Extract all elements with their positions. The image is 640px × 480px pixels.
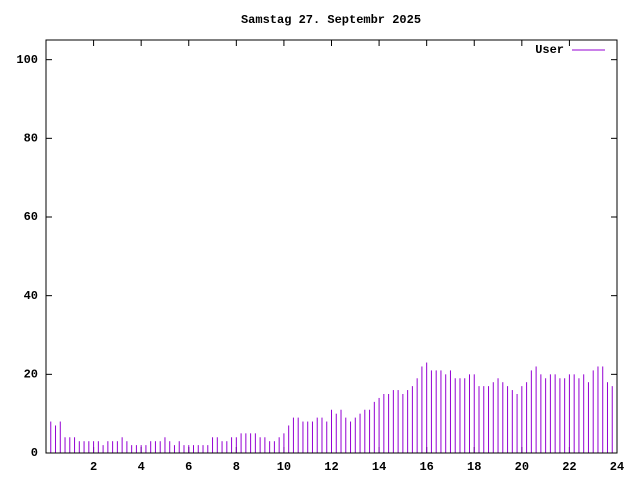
x-tick-label: 16 bbox=[419, 460, 433, 474]
x-tick-label: 20 bbox=[515, 460, 529, 474]
y-tick-label: 80 bbox=[24, 132, 38, 146]
x-tick-label: 18 bbox=[467, 460, 481, 474]
y-tick-label: 100 bbox=[16, 53, 38, 67]
y-tick-label: 20 bbox=[24, 368, 38, 382]
chart-title: Samstag 27. Septembr 2025 bbox=[241, 13, 421, 27]
x-tick-label: 6 bbox=[185, 460, 192, 474]
x-tick-label: 22 bbox=[562, 460, 576, 474]
y-tick-label: 40 bbox=[24, 289, 38, 303]
y-tick-label: 60 bbox=[24, 210, 38, 224]
plot-frame bbox=[45, 39, 618, 454]
x-tick-label: 8 bbox=[233, 460, 240, 474]
x-tick-label: 12 bbox=[324, 460, 338, 474]
x-tick-label: 14 bbox=[372, 460, 386, 474]
x-tick-label: 24 bbox=[610, 460, 624, 474]
y-tick-label: 0 bbox=[31, 446, 38, 460]
x-tick-label: 10 bbox=[277, 460, 291, 474]
legend-label: User bbox=[535, 43, 564, 57]
x-tick-label: 2 bbox=[90, 460, 97, 474]
x-tick-label: 4 bbox=[138, 460, 145, 474]
